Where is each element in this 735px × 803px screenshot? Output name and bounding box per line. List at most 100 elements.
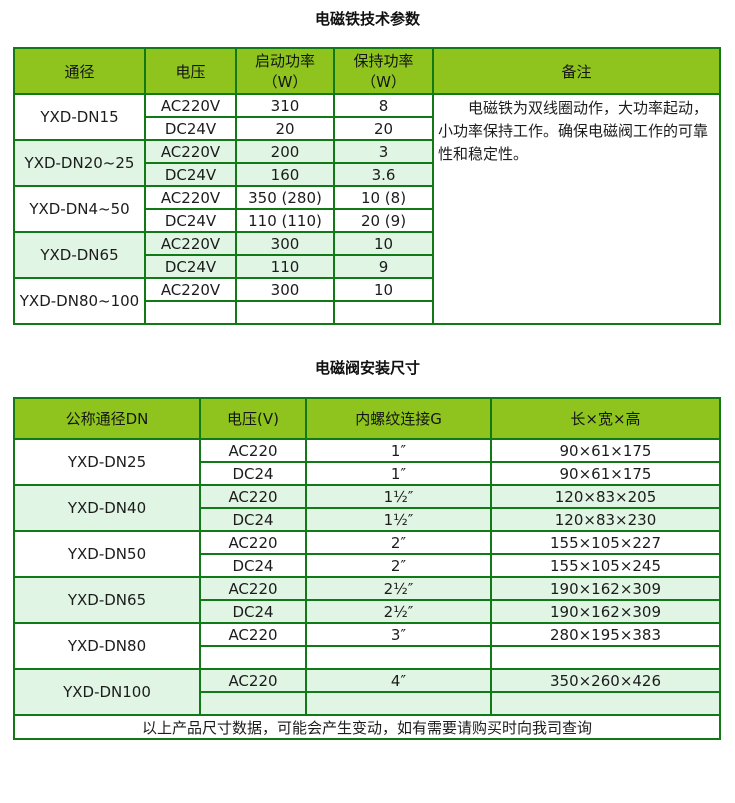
footer-note: 以上产品尺寸数据，可能会产生变动，如有需要请购买时向我司查询 (13, 714, 721, 740)
table-row: YXD-DN4~50 AC220V 350 (280) 10 (8) (13, 185, 720, 233)
table-row: DC24 2½″ 190×162×309 (14, 599, 721, 624)
thread-cell: 2½″ (305, 576, 492, 601)
header-thread-connect: 内螺纹连接G (305, 397, 492, 440)
voltage-cell: AC220 (199, 668, 307, 693)
thread-cell (305, 645, 492, 670)
valve-dimensions-table: 公称通径DN 电压(V) 内螺纹连接G 长×宽×高 YXD-DN25 AC220 1… (13, 397, 721, 740)
start-power-cell: 300 (235, 277, 335, 302)
model-cell: YXD-DN20~25 (13, 139, 146, 187)
voltage-cell: DC24 (199, 553, 307, 578)
voltage-cell: AC220V (144, 231, 237, 256)
dimensions-cell: 350×260×426 (490, 668, 721, 693)
start-power-cell: 20 (235, 116, 335, 141)
model-cell: YXD-DN100 (13, 668, 201, 716)
voltage-cell: AC220V (144, 93, 237, 118)
hold-power-cell: 20 (9) (333, 208, 434, 233)
thread-cell: 2″ (305, 553, 492, 578)
dimensions-cell: 90×61×175 (490, 461, 721, 486)
voltage-cell: DC24 (199, 507, 307, 532)
start-power-cell (235, 300, 335, 325)
valve-dimensions-footer: 以上产品尺寸数据，可能会产生变动，如有需要请购买时向我司查询 (13, 714, 721, 740)
start-power-cell: 350 (280) (235, 185, 335, 210)
voltage-cell: AC220 (199, 622, 307, 647)
remarks-text: 电磁铁为双线圈动作，大功率起动，小功率保持工作。确保电磁阀工作的可靠性和稳定性。 (438, 99, 709, 163)
thread-cell: 1″ (305, 461, 492, 486)
voltage-cell: DC24V (144, 116, 237, 141)
header-voltage: 电压 (144, 47, 237, 95)
model-cell: YXD-DN80~100 (13, 277, 146, 325)
start-power-cell: 200 (235, 139, 335, 164)
table-row: YXD-DN25 AC220 1″ 90×61×175 (13, 438, 721, 486)
table-row: YXD-DN100 AC220 4″ 350×260×426 (13, 668, 721, 716)
dimensions-cell: 190×162×309 (490, 576, 721, 601)
voltage-cell: AC220 (199, 530, 307, 555)
voltage-cell (144, 300, 237, 325)
electromagnet-params-table: 通径 电压 启动功率（W） 保持功率（W） 备注 YXD-DN15 AC220V 3… (13, 47, 721, 325)
dimensions-cell: 280×195×383 (490, 622, 721, 647)
dimensions-cell: 90×61×175 (490, 438, 721, 463)
table-row: YXD-DN80~100 AC220V 300 10 (13, 277, 720, 325)
table-row: DC24V 110 9 (14, 254, 720, 279)
thread-cell: 4″ (305, 668, 492, 693)
voltage-cell: AC220V (144, 185, 237, 210)
table-row: YXD-DN15 AC220V 310 8 电磁铁为双线圈动作，大功率起动，小功率保持工… (13, 93, 721, 325)
model-cell: YXD-DN80 (13, 622, 201, 670)
remarks-cell: 电磁铁为双线圈动作，大功率起动，小功率保持工作。确保电磁阀工作的可靠性和稳定性。 (432, 93, 721, 325)
table-row (14, 645, 721, 670)
start-power-cell: 160 (235, 162, 335, 187)
hold-power-cell: 20 (333, 116, 434, 141)
voltage-cell: AC220 (199, 438, 307, 463)
model-cell: YXD-DN25 (13, 438, 201, 486)
table-row: YXD-DN80 AC220 3″ 280×195×383 (13, 622, 721, 670)
voltage-cell: AC220 (199, 484, 307, 509)
electromagnet-params-header: 通径 电压 启动功率（W） 保持功率（W） 备注 (13, 47, 721, 95)
table-row: YXD-DN65 AC220V 300 10 (13, 231, 720, 279)
header-diameter: 通径 (13, 47, 146, 95)
thread-cell: 3″ (305, 622, 492, 647)
header-start-power: 启动功率（W） (235, 47, 335, 95)
start-power-cell: 110 (235, 254, 335, 279)
header-hold-power: 保持功率（W） (333, 47, 434, 95)
table-row: DC24 2″ 155×105×245 (14, 553, 721, 578)
valve-dimensions-header: 公称通径DN 电压(V) 内螺纹连接G 长×宽×高 (13, 397, 721, 440)
voltage-cell: DC24V (144, 208, 237, 233)
table-row: YXD-DN65 AC220 2½″ 190×162×309 (13, 576, 721, 624)
thread-cell: 2½″ (305, 599, 492, 624)
model-cell: YXD-DN4~50 (13, 185, 146, 233)
thread-cell: 1″ (305, 438, 492, 463)
table-row: DC24 1½″ 120×83×230 (14, 507, 721, 532)
hold-power-cell: 3 (333, 139, 434, 164)
hold-power-cell: 3.6 (333, 162, 434, 187)
thread-cell: 2″ (305, 530, 492, 555)
dimensions-cell: 155×105×245 (490, 553, 721, 578)
voltage-cell (199, 691, 307, 716)
dimensions-cell (490, 691, 721, 716)
voltage-cell: DC24V (144, 162, 237, 187)
dimensions-cell: 155×105×227 (490, 530, 721, 555)
hold-power-cell: 8 (333, 93, 434, 118)
voltage-cell: AC220 (199, 576, 307, 601)
voltage-cell: AC220V (144, 277, 237, 302)
table-row: YXD-DN20~25 AC220V 200 3 (13, 139, 720, 187)
header-nominal-diameter: 公称通径DN (13, 397, 201, 440)
electromagnet-params-body: YXD-DN15 AC220V 310 8 电磁铁为双线圈动作，大功率起动，小功率保持工… (13, 93, 721, 325)
table-row (14, 691, 721, 716)
dimensions-cell: 120×83×205 (490, 484, 721, 509)
voltage-cell: DC24 (199, 461, 307, 486)
valve-dimensions-body: YXD-DN25 AC220 1″ 90×61×175 DC24 1″ 90×61×175 Y… (13, 438, 721, 716)
thread-cell: 1½″ (305, 507, 492, 532)
table-row: YXD-DN40 AC220 1½″ 120×83×205 (13, 484, 721, 532)
start-power-cell: 110 (110) (235, 208, 335, 233)
model-cell: YXD-DN50 (13, 530, 201, 578)
voltage-cell (199, 645, 307, 670)
dimensions-cell: 190×162×309 (490, 599, 721, 624)
table-row: DC24 1″ 90×61×175 (14, 461, 721, 486)
header-dimensions: 长×宽×高 (490, 397, 721, 440)
valve-dimensions-title: 电磁阀安装尺寸 (314, 359, 420, 377)
table-row: DC24V 160 3.6 (14, 162, 720, 187)
header-voltage: 电压(V) (199, 397, 307, 440)
thread-cell (305, 691, 492, 716)
table-row (14, 300, 720, 325)
header-row: 通径 电压 启动功率（W） 保持功率（W） 备注 (13, 47, 721, 95)
